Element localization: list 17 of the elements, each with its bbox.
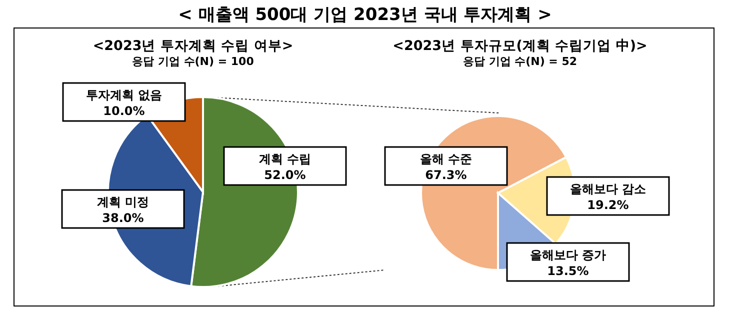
slice-label: 계획 수립 bbox=[258, 152, 312, 166]
slice-label: 올해 수준 bbox=[420, 152, 472, 166]
slice-label: 계획 미정 bbox=[96, 195, 150, 209]
slice-label: 올해보다 증가 bbox=[530, 248, 606, 262]
chart-subtitle: <2023년 투자규모(계획 수립기업 中)> bbox=[392, 38, 648, 54]
text: 응답 기업 수(N) = 52 bbox=[462, 55, 578, 68]
data-label: 19.2% bbox=[587, 198, 629, 212]
slice-label: 투자계획 없음 bbox=[86, 88, 162, 102]
slice-label: 올해보다 감소 bbox=[570, 182, 646, 196]
data-label: 10.0% bbox=[103, 104, 145, 118]
text: < 매출액 500대 기업 2023년 국내 투자계획 > bbox=[178, 5, 552, 25]
data-label: 38.0% bbox=[102, 211, 144, 225]
text: 응답 기업 수(N) = 100 bbox=[132, 55, 254, 68]
data-label: 52.0% bbox=[264, 168, 306, 182]
chart-subtitle: <2023년 투자계획 수립 여부> bbox=[92, 38, 294, 54]
data-label: 67.3% bbox=[425, 168, 467, 182]
data-label: 13.5% bbox=[547, 264, 589, 278]
